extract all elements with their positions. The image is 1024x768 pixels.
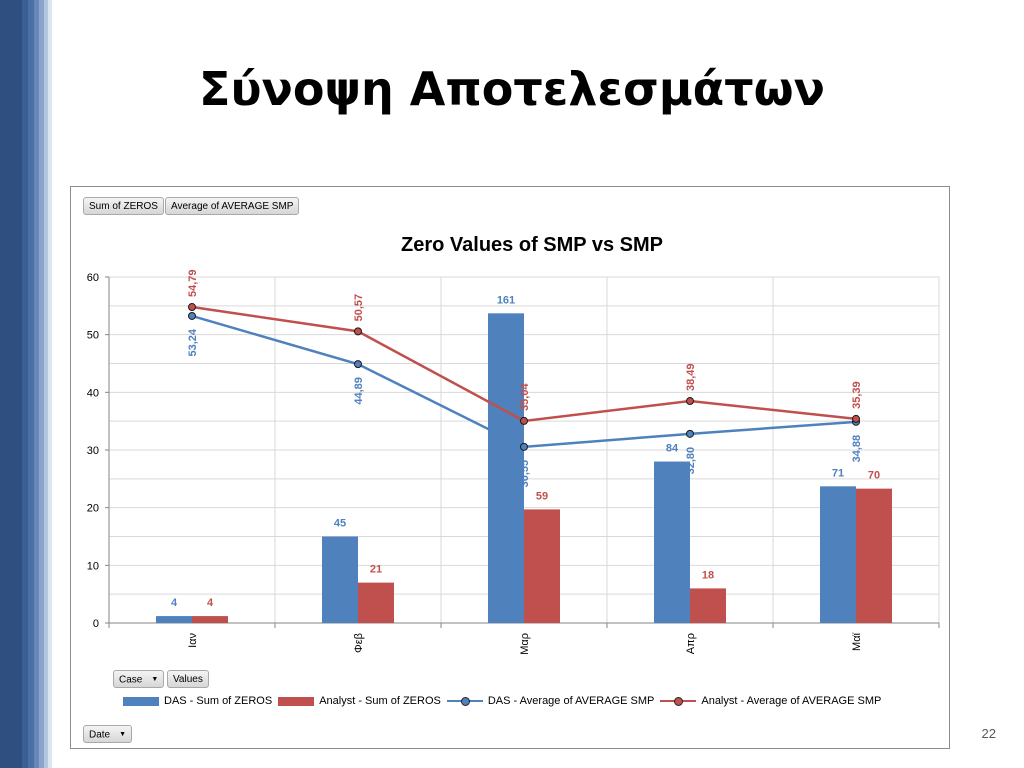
line-data-label: 50,57 <box>353 294 365 322</box>
bar-data-label: 18 <box>702 569 714 581</box>
point-das-average-smp <box>188 311 196 320</box>
bar-data-label: 70 <box>868 470 880 482</box>
bar-data-label: 21 <box>370 564 382 576</box>
bar-analyst-zeros <box>856 488 892 623</box>
line-data-label: 30,55 <box>519 460 531 488</box>
bar-analyst-zeros <box>358 582 394 623</box>
point-analyst-average-smp <box>188 303 196 312</box>
value-field-button-sum-zeros[interactable]: Sum of ZEROS <box>83 197 164 215</box>
legend-item: Analyst - Sum of ZEROS <box>278 695 441 707</box>
point-das-average-smp <box>520 442 528 451</box>
legend-line-marker <box>446 695 483 707</box>
line-data-label: 32,80 <box>685 447 697 475</box>
accent-stripe <box>22 0 28 768</box>
accent-stripe <box>28 0 34 768</box>
legend-swatch <box>123 696 159 706</box>
legend-label: Analyst - Average of AVERAGE SMP <box>701 695 882 707</box>
y-tick-label: 40 <box>87 387 99 399</box>
bar-data-label: 161 <box>497 294 515 306</box>
y-tick-label: 20 <box>87 503 99 515</box>
legend-marker-dot <box>674 697 684 706</box>
pivot-chart: Sum of ZEROS Average of AVERAGE SMP Zero… <box>70 186 950 749</box>
bar-das-zeros <box>820 486 856 623</box>
accent-stripe <box>39 0 44 768</box>
bar-data-label: 59 <box>536 490 548 502</box>
legend-item: DAS - Average of AVERAGE SMP <box>446 695 655 707</box>
x-tick-label: Απρ <box>685 633 697 654</box>
y-tick-label: 60 <box>87 272 99 284</box>
point-analyst-average-smp <box>686 397 694 406</box>
point-das-average-smp <box>686 429 694 438</box>
y-tick-label: 30 <box>87 445 99 457</box>
chart-legend: DAS - Sum of ZEROS Analyst - Sum of ZEROS… <box>123 695 887 707</box>
bar-das-zeros <box>488 313 524 623</box>
legend-marker-dot <box>460 697 470 706</box>
bar-data-label: 4 <box>171 597 178 609</box>
value-field-button-average-smp[interactable]: Average of AVERAGE SMP <box>165 197 300 215</box>
line-data-label: 35,39 <box>851 381 863 409</box>
bar-analyst-zeros <box>690 588 726 623</box>
line-data-label: 38,49 <box>685 364 697 392</box>
x-tick-label: Μαϊ <box>851 632 863 651</box>
y-tick-label: 10 <box>87 560 99 572</box>
legend-item: Analyst - Average of AVERAGE SMP <box>660 695 881 707</box>
dropdown-arrow-icon: ▼ <box>119 731 127 738</box>
point-analyst-average-smp <box>852 414 860 423</box>
x-tick-label: Φεβ <box>353 633 365 653</box>
y-tick-label: 0 <box>93 618 99 630</box>
bar-analyst-zeros <box>192 616 228 623</box>
legend-item: DAS - Sum of ZEROS <box>123 695 272 707</box>
accent-stripe <box>0 0 22 768</box>
bar-analyst-zeros <box>524 509 560 623</box>
bar-data-label: 71 <box>832 467 844 479</box>
legend-label: DAS - Average of AVERAGE SMP <box>487 695 655 707</box>
x-tick-label: Μαρ <box>519 633 531 655</box>
legend-label: Analyst - Sum of ZEROS <box>319 695 441 707</box>
bar-das-zeros <box>654 461 690 623</box>
bar-das-zeros <box>322 536 358 623</box>
legend-label: DAS - Sum of ZEROS <box>164 695 273 707</box>
slide-title: Σύνοψη Αποτελεσμάτων <box>199 62 825 116</box>
accent-stripes <box>0 0 52 768</box>
line-data-label: 53,24 <box>187 328 199 356</box>
legend-swatch <box>278 696 315 706</box>
date-filter-label: Date <box>89 729 111 741</box>
x-tick-label: Ιαν <box>187 633 199 648</box>
point-das-average-smp <box>354 360 362 369</box>
date-filter-button[interactable]: Date ▼ <box>83 725 133 743</box>
accent-stripe <box>34 0 39 768</box>
case-axis-button[interactable]: Case ▼ <box>113 670 165 688</box>
values-axis-button[interactable]: Values <box>167 670 209 688</box>
chart-title: Zero Values of SMP vs SMP <box>401 234 663 256</box>
accent-stripe <box>48 0 52 768</box>
page-number: 22 <box>981 726 996 741</box>
bar-data-label: 4 <box>207 597 214 609</box>
legend-line-marker <box>660 695 697 707</box>
line-data-label: 35,04 <box>519 383 531 411</box>
line-data-label: 44,89 <box>353 377 365 405</box>
dropdown-arrow-icon: ▼ <box>151 676 159 683</box>
accent-stripe <box>44 0 48 768</box>
y-tick-label: 50 <box>87 330 99 342</box>
bar-data-label: 45 <box>334 518 346 530</box>
bar-das-zeros <box>156 616 192 623</box>
point-analyst-average-smp <box>354 327 362 336</box>
line-data-label: 54,79 <box>187 270 199 298</box>
point-analyst-average-smp <box>520 416 528 425</box>
line-data-label: 34,88 <box>851 435 863 463</box>
case-axis-label: Case <box>119 674 143 686</box>
bar-data-label: 84 <box>666 443 679 455</box>
chart-plot: Zero Values of SMP vs SMP 0 10 20 30 40 50 60 Ια… <box>87 234 940 655</box>
